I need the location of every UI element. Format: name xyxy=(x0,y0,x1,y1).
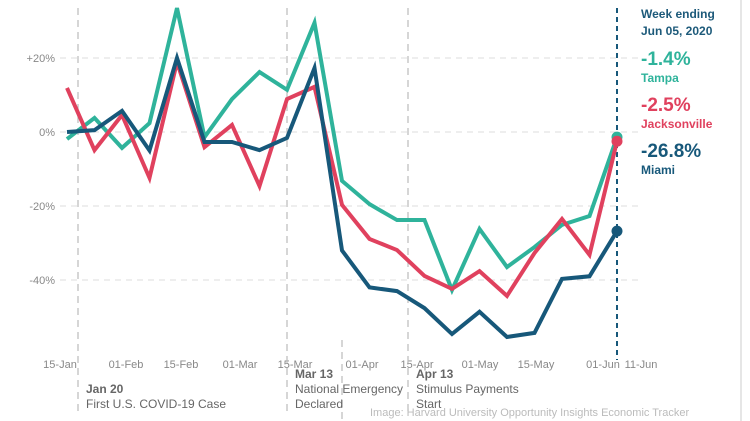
legend-city: Jacksonville xyxy=(641,117,713,131)
x-tick-label: 01-Mar xyxy=(223,359,258,371)
week-ending-label: Week ending xyxy=(641,7,715,21)
series-line-miami xyxy=(66,51,619,340)
annotation-title: Apr 13 xyxy=(416,367,454,381)
end-point-jacksonville xyxy=(611,135,623,147)
legend-tampa: -1.4% Tampa xyxy=(641,49,715,86)
annotation-title: Mar 13 xyxy=(295,367,333,381)
y-tick-label: +20% xyxy=(27,53,56,65)
x-tick-label: 15-Mar xyxy=(278,359,313,371)
right-border xyxy=(740,0,742,421)
annotation-text: Declared xyxy=(295,397,343,411)
x-tick-label: 01-Jun xyxy=(586,359,620,371)
end-point-miami xyxy=(611,225,623,237)
annotation-text: Stimulus Payments xyxy=(416,382,519,396)
legend-miami: -26.8% Miami xyxy=(641,141,715,178)
legend-city: Tampa xyxy=(641,71,679,85)
series-line-tampa xyxy=(65,7,619,296)
y-tick-label: -40% xyxy=(29,275,55,287)
y-tick-label: -20% xyxy=(29,201,55,213)
annotation-text: Start xyxy=(416,397,442,411)
legend-value: -1.4% xyxy=(641,49,691,70)
legend-value: -2.5% xyxy=(641,95,691,116)
annotation-title: Jan 20 xyxy=(86,382,124,396)
image-credit: Image: Harvard University Opportunity In… xyxy=(370,407,690,419)
x-tick-label: 01-Feb xyxy=(109,359,144,371)
annotation-text: National Emergency xyxy=(295,382,403,396)
legend-jacksonville: -2.5% Jacksonville xyxy=(641,95,715,132)
x-tick-label: 15-Jan xyxy=(43,359,77,371)
legend: Week ending Jun 05, 2020 -1.4% Tampa -2.… xyxy=(641,6,715,178)
x-tick-label: 01-May xyxy=(462,359,499,371)
legend-city: Miami xyxy=(641,163,676,177)
week-ending-date: Jun 05, 2020 xyxy=(641,24,713,38)
x-tick-label: 15-May xyxy=(518,359,555,371)
x-tick-label: 01-Apr xyxy=(345,359,378,371)
x-tick-label: 15-Apr xyxy=(400,359,433,371)
x-tick-label: 15-Feb xyxy=(164,359,199,371)
series-line-jacksonville xyxy=(65,54,619,299)
legend-value: -26.8% xyxy=(641,141,702,162)
annotation-text: First U.S. COVID-19 Case xyxy=(86,397,226,411)
y-tick-label: 0% xyxy=(39,127,55,139)
x-tick-label: 11-Jun xyxy=(625,359,658,371)
